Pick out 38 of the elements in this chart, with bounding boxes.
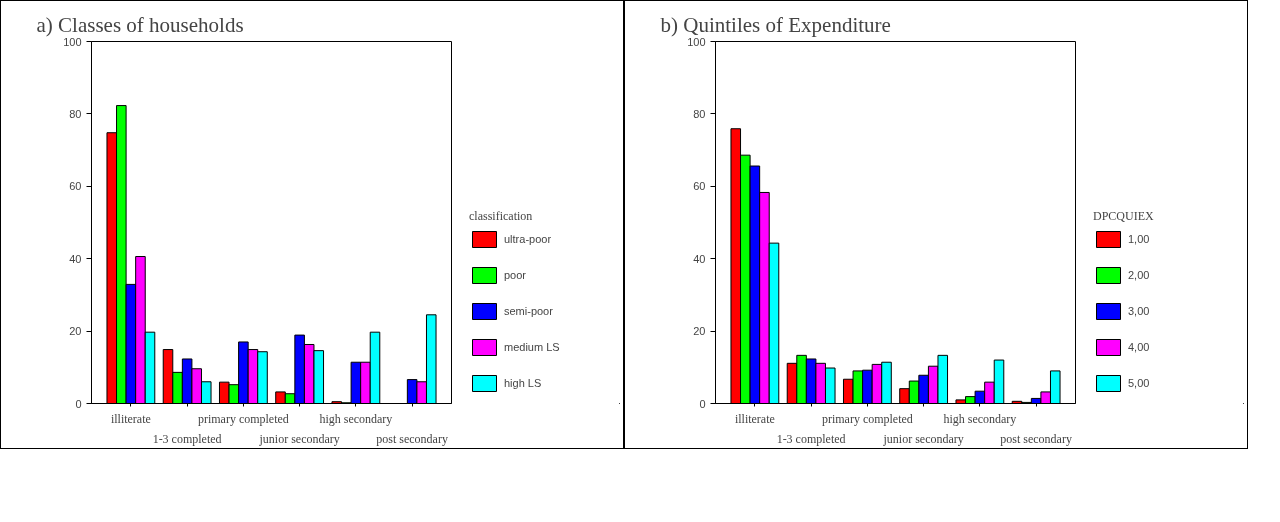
legend-title: DPCQUIEX [1093,209,1154,224]
legend-label: ultra-poor [504,233,552,245]
chart-title: a) Classes of households [36,12,244,37]
y-tick-label: 20 [69,325,82,338]
y-tick-label: 0 [75,397,82,410]
y-tick-label: 60 [69,180,82,193]
legend-label: poor [504,269,527,281]
y-tick-label: 80 [693,107,706,120]
legend-label: 4,00 [1128,341,1150,353]
chart-title: b) Quintiles of Expenditure [660,12,891,37]
y-tick-label: 80 [69,107,82,120]
y-tick-label: 40 [693,252,706,265]
x-tick-label: illiterate [110,411,151,426]
y-tick-label: 100 [63,35,82,48]
y-tick-label: 60 [693,180,706,193]
legend-title: classification [469,209,534,224]
x-tick-label: junior secondary [258,431,340,446]
legend-label: 1,00 [1128,233,1150,245]
x-tick-label: illiterate [734,411,775,426]
x-tick-label: 1-3 completed [776,431,846,446]
legend-label: medium LS [504,341,560,353]
x-tick-label: 1-3 completed [152,431,222,446]
y-tick-label: 20 [693,325,706,338]
legend-label: 5,00 [1128,377,1150,389]
y-tick-label: 40 [69,252,82,265]
x-tick-label: primary completed [197,411,289,426]
x-tick-label: primary completed [821,411,913,426]
x-tick-label: junior secondary [882,431,964,446]
x-tick-label: high secondary [319,411,393,426]
legend-label: 2,00 [1128,269,1150,281]
legend-label: 3,00 [1128,305,1150,317]
legend-label: semi-poor [504,305,553,317]
legend-label: high LS [504,377,542,389]
x-tick-label: post secondary [1000,431,1072,446]
x-tick-label: high secondary [943,411,1017,426]
y-tick-label: 100 [687,35,706,48]
y-tick-label: 0 [699,397,706,410]
x-tick-label: post secondary [376,431,448,446]
